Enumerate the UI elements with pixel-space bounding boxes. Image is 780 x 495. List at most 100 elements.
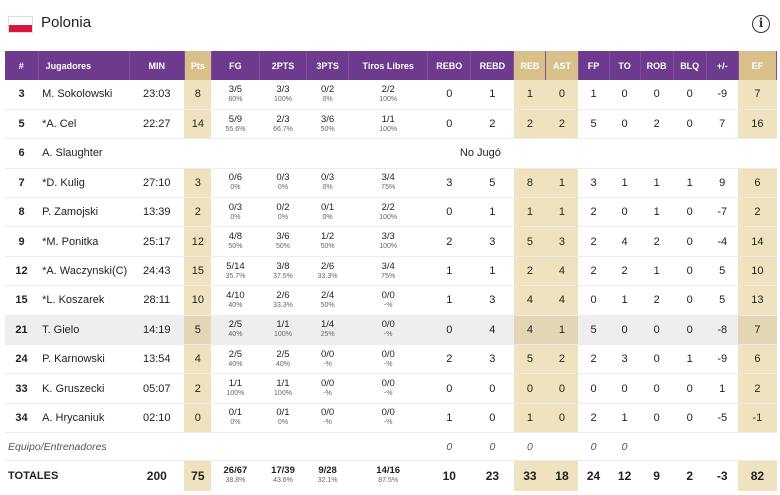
- fg-percentage: 0%: [230, 213, 241, 221]
- offensive-rebounds: 2: [427, 226, 471, 257]
- total-rebounds: 2: [513, 109, 546, 140]
- player-name: *A. Cel: [38, 109, 130, 140]
- minutes: 24:43: [129, 256, 185, 287]
- player-row[interactable]: 34 A. Hrycaniuk 02:10 0 0/1 0% 0/1 0% 0/0 -% 0/0 -%…: [5, 403, 777, 434]
- turnovers: 4: [609, 226, 641, 257]
- total-rebounds: 1: [513, 403, 546, 434]
- total-rebounds: 0: [513, 373, 546, 404]
- fg-made-attempted: 0/3: [228, 201, 243, 213]
- player-name: A. Hrycaniuk: [38, 403, 130, 434]
- ft-made-attempted: 2/2: [381, 83, 395, 95]
- fg-cell: 2/5 40%: [211, 315, 260, 346]
- offensive-rebounds: 0: [427, 315, 471, 346]
- steals: 0: [640, 315, 674, 346]
- column-header[interactable]: FG: [211, 51, 260, 80]
- player-row[interactable]: 6 A. Slaughter No Jugó: [5, 138, 777, 169]
- minutes: 23:03: [129, 80, 185, 110]
- column-header[interactable]: AST: [545, 51, 579, 80]
- player-number: 33: [5, 373, 39, 404]
- player-name: M. Sokolowski: [38, 80, 130, 110]
- defensive-rebounds: 3: [470, 226, 514, 257]
- ft-cell: 3/3 100%: [348, 226, 428, 257]
- fg-cell: 2/5 40%: [211, 344, 260, 375]
- column-header[interactable]: #: [5, 51, 39, 80]
- team-header: Polonia i: [0, 0, 780, 50]
- p2-cell: 2/5 40%: [259, 344, 307, 375]
- p2-cell: 1/1 100%: [259, 315, 307, 346]
- p3-made-attempted: 0/3: [320, 172, 335, 184]
- fg-made-attempted: 3/5: [228, 83, 243, 95]
- points: 75: [184, 460, 212, 491]
- offensive-rebounds: 3: [427, 168, 471, 199]
- blocks: 0: [673, 197, 707, 228]
- p2-percentage: 0%: [277, 184, 289, 192]
- p2-made-attempted: 0/1: [276, 407, 290, 419]
- column-header[interactable]: EF: [738, 51, 778, 80]
- column-header[interactable]: Tiros Libres: [348, 51, 429, 80]
- steals: 0: [640, 373, 674, 404]
- column-header[interactable]: FP: [578, 51, 610, 80]
- table-header-row: # Jugadores MIN Pts FG 2PTS 3PTS Tiros Libres RE…: [5, 51, 778, 80]
- defensive-rebounds: 1: [470, 80, 514, 110]
- did-not-play-label: No Jugó: [184, 138, 777, 169]
- offensive-rebounds: 2: [427, 344, 471, 375]
- fg-percentage: 40%: [228, 360, 243, 368]
- minutes: 13:39: [129, 197, 185, 228]
- column-header[interactable]: REB: [513, 51, 547, 80]
- assists: 1: [545, 315, 578, 346]
- defensive-rebounds: 1: [470, 256, 514, 287]
- p2-cell: 17/39 43.6%: [259, 461, 306, 491]
- player-row[interactable]: 21 T. Gielo 14:19 5 2/5 40% 1/1 100% 1/4 25% 0/0 -%…: [5, 315, 777, 346]
- column-header[interactable]: ROB: [640, 51, 674, 80]
- fg-cell: 0/1 0%: [211, 403, 260, 434]
- column-header[interactable]: MIN: [129, 51, 185, 80]
- column-header[interactable]: REBO: [427, 51, 472, 80]
- fg-cell: 26/67 38.8%: [211, 461, 259, 491]
- column-header[interactable]: Jugadores: [38, 51, 130, 80]
- column-header[interactable]: Pts: [184, 51, 212, 80]
- ft-percentage: 100%: [379, 213, 398, 221]
- ft-cell: 0/0 -%: [348, 403, 428, 434]
- plus-minus: 1: [706, 373, 739, 404]
- p3-cell: 9/28 32.1%: [307, 461, 349, 491]
- fg-cell: 0/6 0%: [211, 168, 260, 199]
- column-header[interactable]: 3PTS: [306, 51, 350, 80]
- column-header[interactable]: REBD: [470, 51, 515, 80]
- column-header[interactable]: 2PTS: [259, 51, 308, 80]
- turnovers: 0: [609, 197, 641, 228]
- efficiency: 13: [738, 285, 777, 316]
- points: 15: [184, 256, 212, 287]
- column-header[interactable]: BLQ: [673, 51, 707, 80]
- column-header[interactable]: TO: [609, 51, 641, 80]
- steals: 0: [640, 403, 674, 434]
- offensive-rebounds: 0: [427, 197, 471, 228]
- player-row[interactable]: 7 *D. Kulig 27:10 3 0/6 0% 0/3 0% 0/3 0% 3/4 75% 3 5 8…: [5, 168, 777, 199]
- minutes: 13:54: [129, 344, 185, 375]
- player-row[interactable]: 9 *M. Ponitka 25:17 12 4/8 50% 3/6 50% 1/2 50% 3/3…: [5, 226, 777, 257]
- player-row[interactable]: 15 *L. Koszarek 28:11 10 4/10 40% 2/6 33.3% 2/4 5…: [5, 285, 777, 316]
- player-row[interactable]: 5 *A. Cel 22:27 14 5/9 55.6% 2/3 66.7% 3/6 50% 1/1…: [5, 109, 777, 140]
- totals-label: TOTALES: [8, 469, 59, 482]
- efficiency: -1: [738, 403, 777, 434]
- player-row[interactable]: 33 K. Gruszecki 05:07 2 1/1 100% 1/1 100% 0/0 -% 0…: [5, 373, 777, 404]
- player-row[interactable]: 24 P. Karnowski 13:54 4 2/5 40% 2/5 40% 0/0 -% 0/0…: [5, 344, 777, 375]
- ft-cell: 2/2 100%: [348, 80, 428, 110]
- player-row[interactable]: 12 *A. Waczynski(C) 24:43 15 5/14 35.7% 3/8 37.…: [5, 256, 777, 287]
- fouls: 2: [578, 256, 610, 287]
- plus-minus: -9: [706, 344, 739, 375]
- info-icon[interactable]: i: [752, 15, 770, 33]
- points: 2: [184, 373, 212, 404]
- fg-cell: 3/5 60%: [211, 80, 260, 110]
- p3-cell: 0/0 -%: [306, 344, 349, 375]
- plus-minus: 9: [706, 168, 739, 199]
- fouls: 2: [578, 226, 610, 257]
- plus-minus: -3: [716, 468, 728, 483]
- plus-minus: -4: [706, 226, 739, 257]
- p3-cell: 2/6 33.3%: [306, 256, 349, 287]
- ft-percentage: -%: [383, 331, 393, 339]
- column-header[interactable]: +/-: [706, 51, 739, 80]
- player-row[interactable]: 8 P. Zamojski 13:39 2 0/3 0% 0/2 0% 0/1 0% 2/2 100%…: [5, 197, 777, 228]
- player-row[interactable]: 3 M. Sokolowski 23:03 8 3/5 60% 3/3 100% 0/2 0% 2/…: [5, 80, 777, 110]
- p3-cell: 0/0 -%: [306, 403, 349, 434]
- steals: 1: [640, 168, 674, 199]
